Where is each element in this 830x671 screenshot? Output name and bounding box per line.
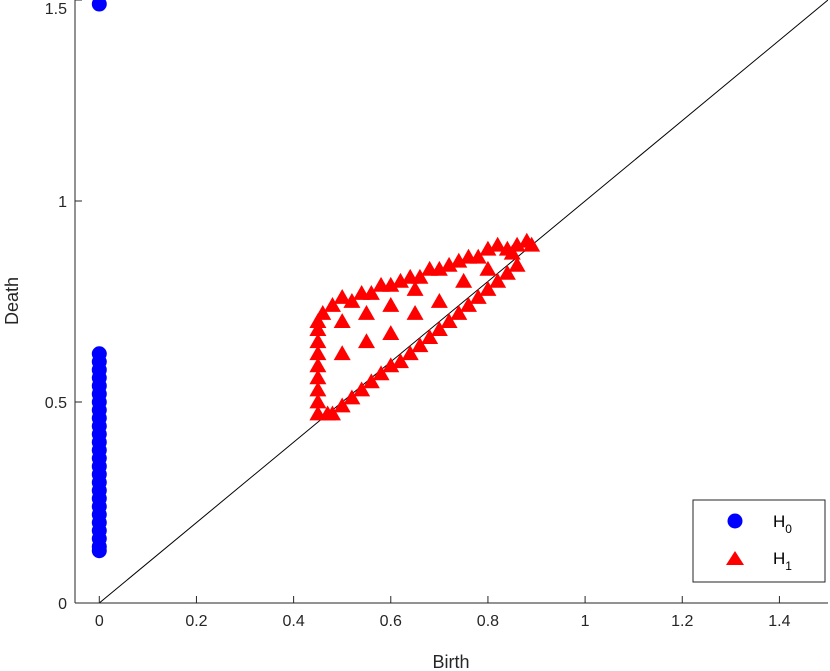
y-tick-label: 1 (58, 194, 67, 211)
h1-point (479, 240, 497, 256)
h1-point (333, 288, 351, 304)
h1-point (343, 389, 361, 405)
h1-point (357, 305, 375, 320)
x-tick-label: 1 (581, 613, 590, 630)
h1-point (391, 353, 409, 369)
h1-point (479, 260, 497, 276)
h1-point (372, 365, 390, 381)
y-tick-label: 0.5 (45, 395, 67, 412)
h1-point (411, 268, 429, 284)
x-tick-label: 0 (95, 613, 104, 630)
h1-point (309, 381, 327, 397)
h1-point (309, 345, 327, 361)
legend-h0-label: H0 (773, 512, 792, 536)
h1-point (489, 272, 507, 288)
h1-point (469, 248, 487, 264)
h1-point (323, 297, 341, 312)
x-ticks: 0 0.2 0.4 0.6 0.8 1 1.2 1.4 (95, 596, 791, 630)
y-tick-label: 0 (58, 596, 67, 613)
h1-point (382, 276, 400, 292)
h1-point (450, 252, 468, 268)
x-tick-label: 0.6 (380, 613, 402, 630)
h1-point (523, 236, 541, 252)
diagonal-line (98, 0, 828, 603)
legend: H0 H1 (692, 499, 826, 583)
h1-point (382, 357, 400, 373)
h1-point (406, 305, 424, 320)
h1-point (353, 381, 371, 397)
points-layer (91, 0, 541, 559)
h1-point (391, 272, 409, 288)
h1-point (309, 321, 327, 337)
h1-point (357, 333, 375, 349)
legend-h0-marker (727, 513, 743, 529)
h1-point (450, 305, 468, 320)
h1-point (430, 260, 448, 276)
h1-point (362, 284, 380, 300)
y-axis-label: Death (2, 277, 22, 325)
x-axis-label: Birth (432, 652, 469, 671)
h1-point (479, 280, 497, 296)
h1-point (440, 313, 458, 328)
x-tick-label: 0.2 (185, 613, 207, 630)
h1-point (430, 321, 448, 337)
h1-point (469, 288, 487, 304)
h0-point (91, 0, 107, 12)
h1-point (333, 397, 351, 413)
h1-point (455, 272, 473, 288)
h1-point (498, 264, 516, 280)
y-tick-label: 1.5 (45, 1, 67, 18)
legend-h1-label: H1 (773, 549, 792, 573)
h1-point (309, 369, 327, 385)
h1-point (382, 297, 400, 312)
x-tick-label: 1.4 (768, 613, 790, 630)
h1-point (406, 280, 424, 296)
h1-point (508, 256, 526, 272)
h1-point (309, 357, 327, 373)
h1-point (382, 325, 400, 341)
h1-point (421, 329, 439, 345)
h1-point (314, 305, 332, 320)
x-tick-label: 1.2 (671, 613, 693, 630)
h1-point (430, 293, 448, 308)
h1-point (411, 337, 429, 353)
legend-h1-marker (726, 551, 744, 565)
x-tick-label: 0.8 (477, 613, 499, 630)
h1-point (309, 393, 327, 409)
y-ticks: 0 0.5 1 1.5 (45, 0, 82, 613)
diagonal-layer (98, 0, 828, 603)
h1-point (440, 256, 458, 272)
h1-point (489, 236, 507, 252)
legend-box (692, 499, 826, 583)
h1-point (401, 345, 419, 361)
h1-point (333, 345, 351, 361)
h1-point (343, 293, 361, 308)
h1-point (309, 313, 327, 328)
h1-point (503, 244, 521, 260)
h1-point (323, 405, 341, 421)
h0-point (91, 543, 107, 559)
h1-point (333, 313, 351, 328)
x-tick-label: 0.4 (282, 613, 304, 630)
h1-point (460, 297, 478, 312)
h1-point (309, 333, 327, 349)
h1-point (362, 373, 380, 389)
